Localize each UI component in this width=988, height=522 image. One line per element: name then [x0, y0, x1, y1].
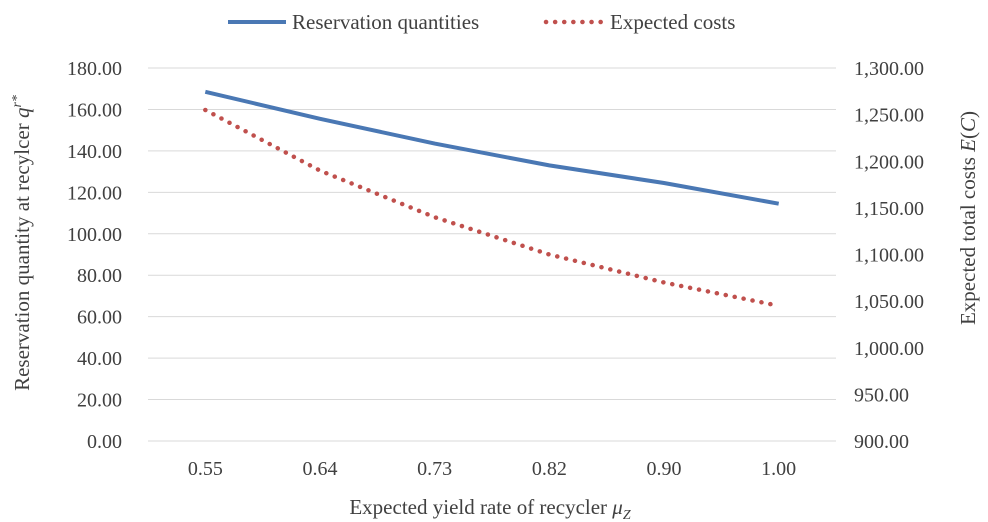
left-y-tick-label: 40.00: [77, 348, 122, 370]
left-y-axis-title-symbol: q: [10, 107, 34, 118]
right-y-axis-title-symbol: E: [956, 139, 980, 153]
x-tick-label: 0.55: [188, 458, 223, 480]
x-axis-title-text: Expected yield rate of recycler: [349, 495, 612, 519]
right-y-tick-label: 950.00: [854, 384, 909, 406]
right-y-tick-label: 1,300.00: [854, 58, 924, 80]
series-line-1: [204, 89, 780, 206]
left-y-tick-label: 100.00: [67, 224, 122, 246]
right-y-tick-labels: 900.00 950.00 1,000.00 1,050.00 1,100.00 1,15…: [854, 58, 924, 453]
right-y-tick-label: 1,250.00: [854, 105, 924, 127]
x-tick-label: 0.90: [647, 458, 682, 480]
legend-label-1: Reservation quantities: [292, 10, 479, 34]
left-y-tick-label: 0.00: [87, 431, 122, 453]
left-y-axis-title: Reservation quantity at recylcer qr*: [10, 95, 34, 391]
right-y-axis-title-text: Expected total costs: [956, 152, 980, 325]
x-axis-title: Expected yield rate of recycler μZ: [349, 495, 630, 522]
right-y-tick-label: 1,050.00: [854, 291, 924, 313]
left-y-tick-label: 20.00: [77, 390, 122, 412]
left-y-tick-label: 160.00: [67, 99, 122, 121]
right-y-tick-label: 1,150.00: [854, 198, 924, 220]
left-y-axis-title-superscript: r*: [10, 95, 25, 107]
right-y-axis-title-paren-open: (: [956, 132, 980, 139]
series-line-2: [203, 107, 781, 309]
series-lines: [203, 89, 781, 309]
right-y-axis-title: Expected total costs E(C): [956, 111, 980, 325]
x-tick-label: 1.00: [761, 458, 796, 480]
right-y-tick-label: 1,200.00: [854, 151, 924, 173]
right-y-tick-label: 900.00: [854, 431, 909, 453]
grid-lines: [148, 67, 836, 442]
left-y-tick-label: 60.00: [77, 307, 122, 329]
left-y-axis-title-text: Reservation quantity at recylcer: [10, 118, 34, 391]
x-tick-labels: 0.55 0.64 0.73 0.82 0.90 1.00: [188, 458, 796, 480]
legend-label-2: Expected costs: [610, 10, 735, 34]
left-y-tick-label: 120.00: [67, 182, 122, 204]
x-tick-label: 0.73: [417, 458, 452, 480]
right-y-tick-label: 1,000.00: [854, 338, 924, 360]
legend: Reservation quantities Expected costs: [228, 10, 735, 34]
left-y-tick-label: 180.00: [67, 58, 122, 80]
x-tick-label: 0.64: [303, 458, 338, 480]
left-y-tick-labels: 0.00 20.00 40.00 60.00 80.00 100.00 120.00 140.…: [67, 58, 122, 453]
x-axis-title-subscript: Z: [623, 508, 631, 522]
right-y-axis-title-symbol-c: C: [956, 117, 980, 132]
right-y-tick-label: 1,100.00: [854, 245, 924, 267]
right-y-axis-title-paren-close: ): [956, 111, 980, 118]
x-tick-label: 0.82: [532, 458, 567, 480]
left-y-tick-label: 140.00: [67, 141, 122, 163]
left-y-tick-label: 80.00: [77, 265, 122, 287]
x-axis-title-symbol: μ: [611, 495, 623, 519]
